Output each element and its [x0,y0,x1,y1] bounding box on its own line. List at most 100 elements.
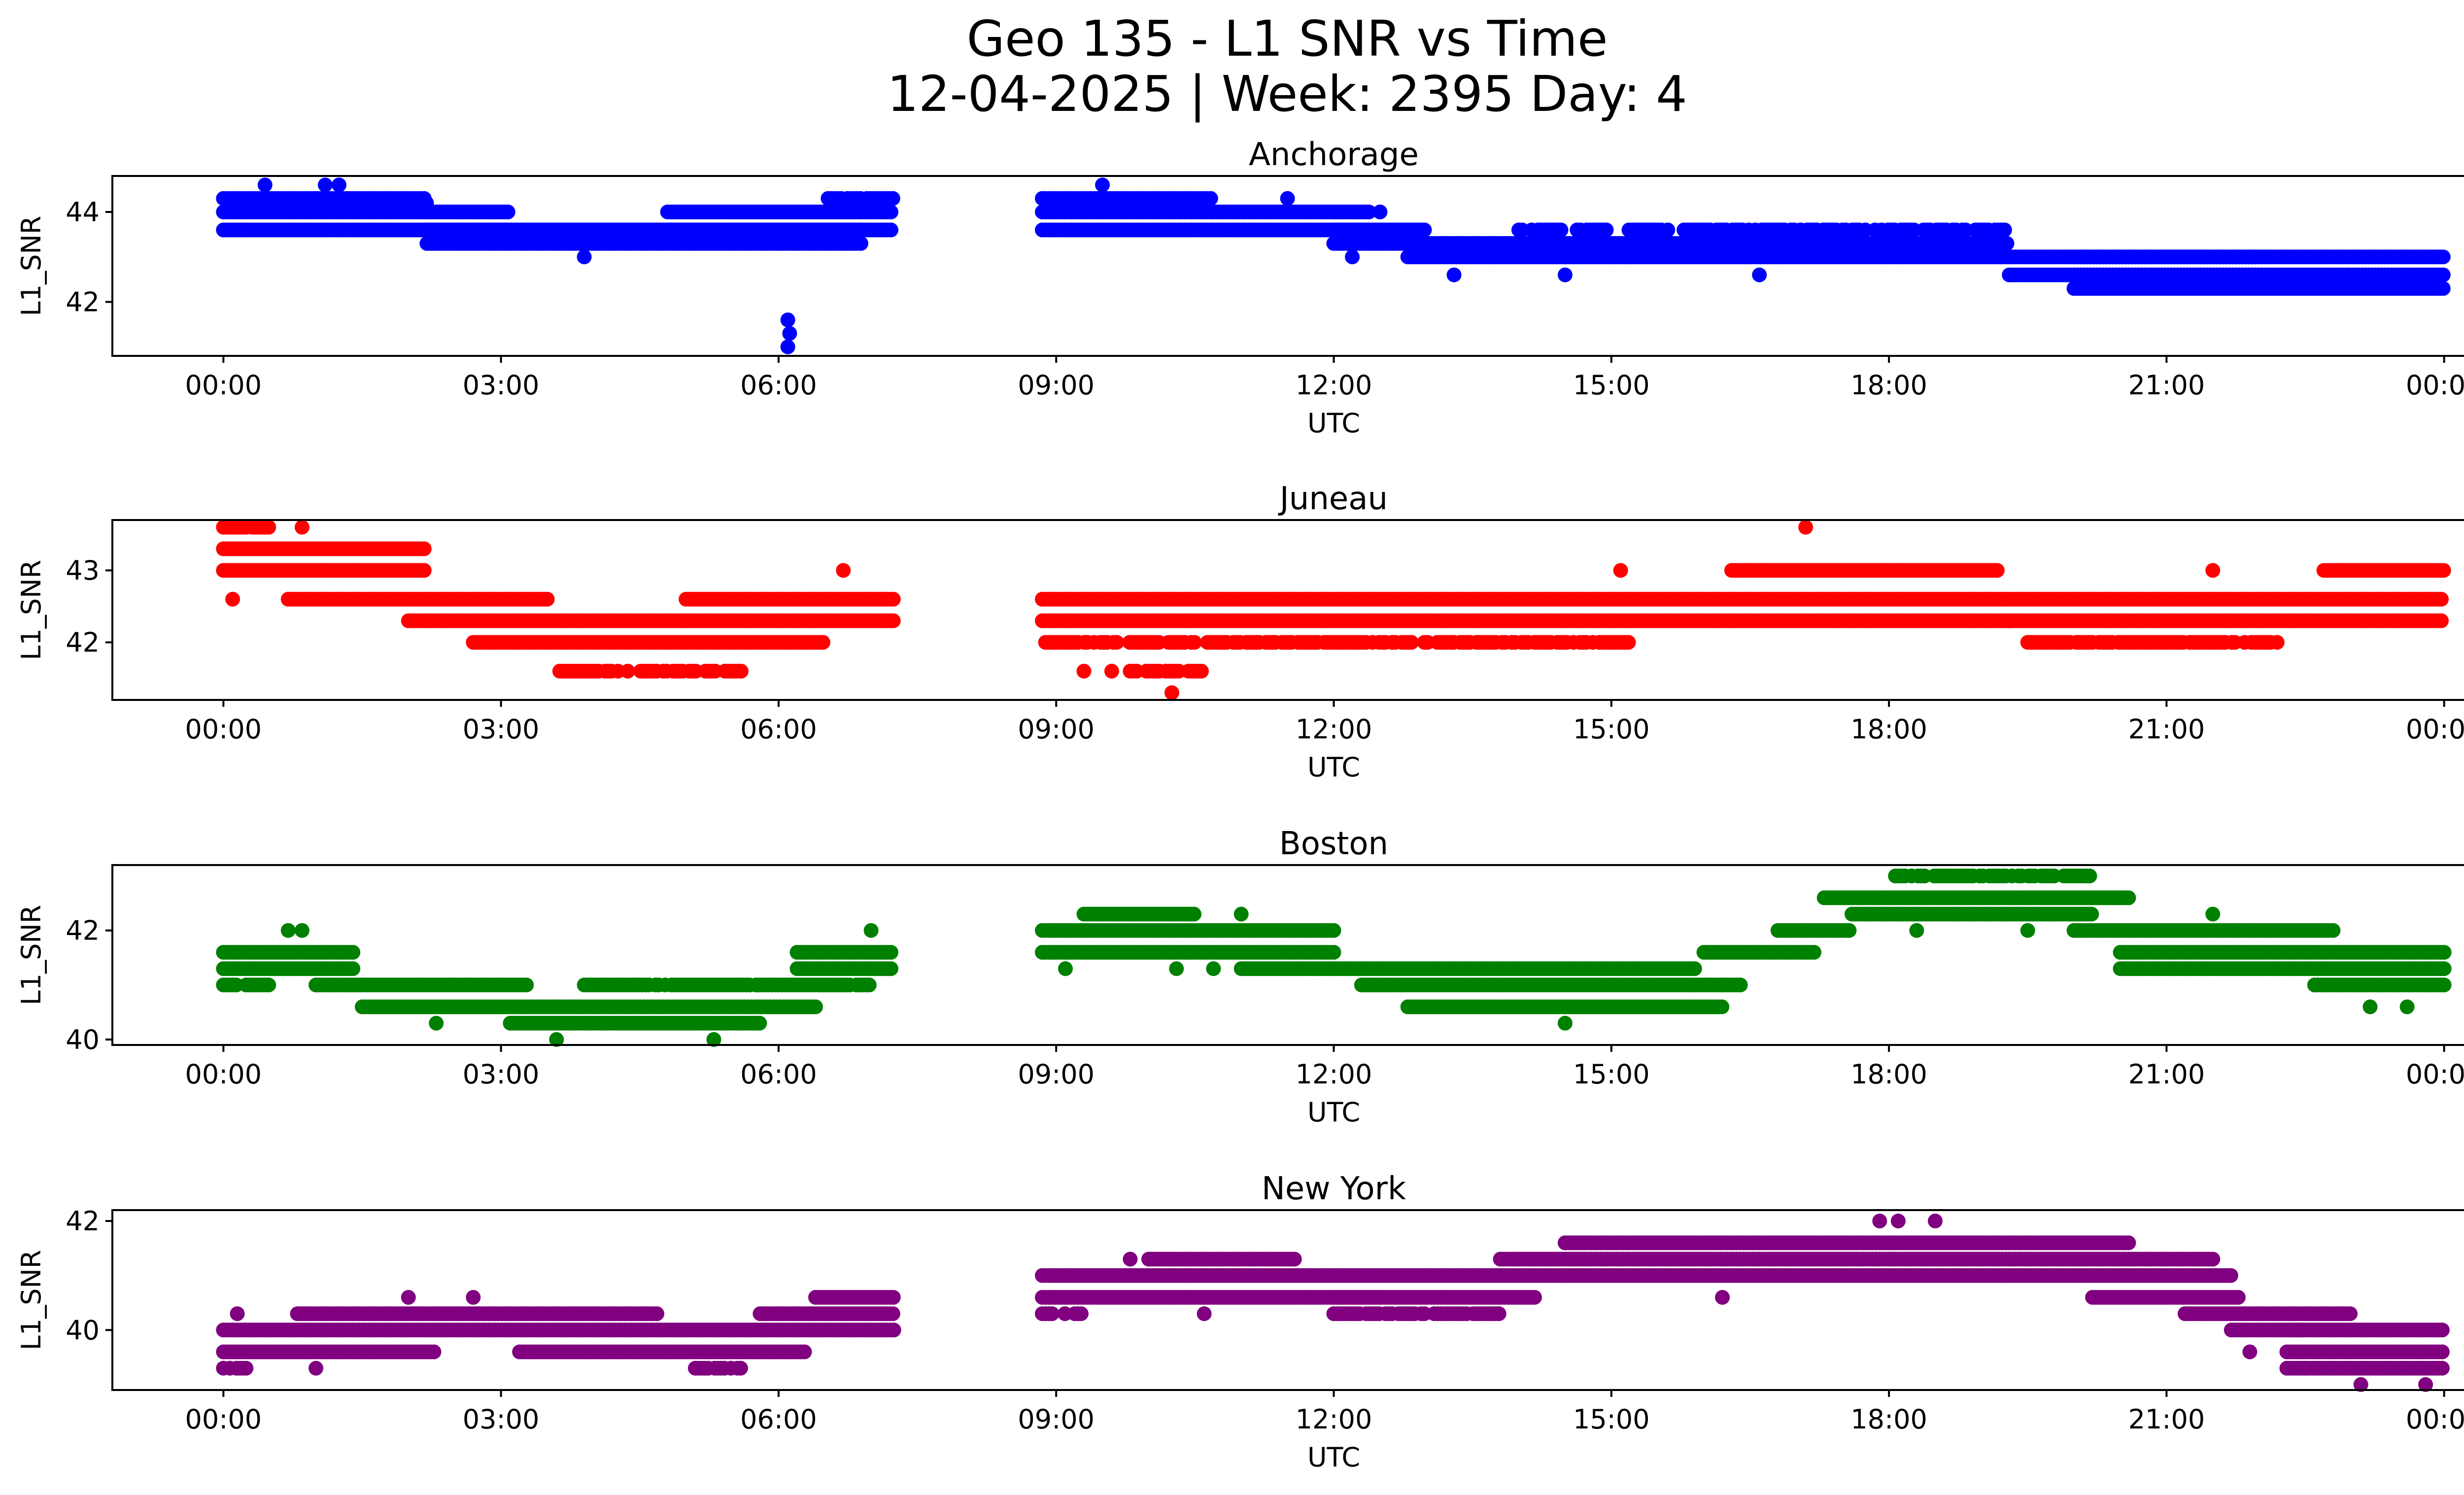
data-point [780,313,795,327]
data-point [1164,685,1179,700]
x-tick-label: 00:00 [185,370,262,401]
data-point [1109,635,1125,650]
x-axis-label: UTC [1307,752,1360,783]
data-point [1076,663,1092,679]
y-axis-label: L1_SNR [16,560,47,661]
data-point [519,977,534,993]
data-point [782,326,797,341]
x-tick-label: 03:00 [463,714,540,745]
x-tick-label: 03:00 [463,370,540,401]
x-tick-label: 06:00 [740,370,817,401]
data-point [620,663,635,679]
data-point [2435,267,2451,282]
data-point [1345,249,1360,265]
data-point [1187,906,1201,922]
figure-title-line2: 12-04-2025 | Week: 2395 Day: 4 [887,65,1687,123]
data-point [854,236,868,251]
data-point [225,591,240,607]
subplot-title: Boston [1279,826,1388,862]
data-point [317,177,333,193]
data-point [733,663,749,679]
data-point [1733,977,1748,993]
data-point [261,977,276,993]
data-point [1326,923,1341,938]
data-point [540,591,555,607]
x-tick-label: 12:00 [1296,370,1372,401]
data-point [1997,222,2012,238]
data-point [884,945,898,960]
subplot-title: Anchorage [1249,137,1419,173]
data-point [2436,563,2451,578]
figure-title-line1: Geo 135 - L1 SNR vs Time [967,10,1608,68]
x-tick-label: 18:00 [1850,370,1927,401]
data-point [816,635,830,650]
x-axis-label: UTC [1307,408,1360,439]
subplots-container: Anchorage 00:00 03:00 06:00 09:00 12:00 15:00 1… [16,137,2464,1473]
scatter-points [216,177,2451,354]
data-point [261,520,276,535]
data-point [1104,663,1119,679]
x-tick-label: 21:00 [2128,714,2205,745]
y-tick-label: 42 [66,287,100,318]
y-tick-label: 42 [66,627,100,658]
data-point [257,177,273,193]
data-point [1194,663,1209,679]
data-point [2269,635,2285,650]
data-point [884,222,898,238]
x-tick-label: 18:00 [1850,714,1927,745]
data-point [1361,205,1376,219]
data-point [1095,177,1110,193]
y-tick-label: 44 [66,197,100,228]
data-point [1553,222,1569,238]
data-point [1989,563,2005,578]
data-point [1687,961,1702,976]
y-axis-label: L1_SNR [16,216,47,316]
x-tick-label: 12:00 [1296,714,1372,745]
data-point [2002,613,2017,628]
data-point [884,961,898,976]
data-point [456,236,472,251]
data-point [416,563,432,578]
data-point [780,339,795,354]
data-point [808,999,823,1014]
data-point [886,591,901,607]
data-point [332,177,346,193]
data-point [884,205,898,219]
data-point [1446,267,1462,282]
x-tick-label: 00:00 [2406,714,2464,745]
data-point [345,961,361,976]
data-point [1599,222,1614,238]
data-point [1752,267,1767,282]
data-point [2435,281,2451,296]
data-point [416,541,432,556]
data-point [2434,591,2449,607]
data-point [752,1015,767,1031]
data-point [1660,222,1676,238]
data-point [1621,635,1636,650]
data-point [1999,236,2015,251]
data-point [836,563,851,578]
x-tick-label: 15:00 [1573,370,1650,401]
data-point [1372,205,1388,219]
data-point [2435,249,2451,265]
x-tick-label: 15:00 [1573,714,1650,745]
subplot-title: Juneau [1278,481,1388,517]
data-point [886,613,901,628]
data-point [1557,267,1573,282]
data-point [2434,613,2449,628]
x-tick-label: 00:00 [2406,370,2464,401]
data-point [1187,635,1202,650]
x-tick-label: 21:00 [2128,370,2205,401]
scatter-points [216,520,2451,700]
x-tick-label: 09:00 [1018,714,1095,745]
data-point [500,205,515,219]
data-point [885,191,900,206]
data-point [2205,563,2221,578]
data-point [1326,945,1341,960]
data-point [294,520,309,535]
data-point [1404,635,1419,650]
data-point [1280,191,1295,206]
